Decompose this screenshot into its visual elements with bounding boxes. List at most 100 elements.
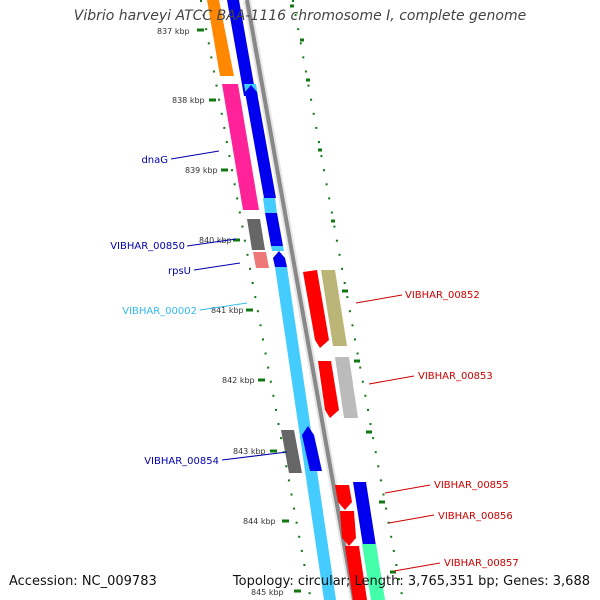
guide-dot (285, 465, 288, 468)
guide-dot (387, 521, 390, 524)
guide-dot (307, 84, 310, 87)
guide-dot (325, 183, 328, 186)
guide-dot (335, 239, 338, 242)
guide-dot (262, 338, 264, 341)
gene-red-VIBHAR_00856 (340, 511, 356, 546)
guide-dot (236, 197, 239, 200)
gene-red-VIBHAR_00855 (335, 485, 352, 510)
guide-dot (382, 493, 385, 496)
guide-dot (390, 535, 393, 538)
guide-dot (275, 408, 277, 411)
guide-dot (246, 253, 249, 256)
guide-dot (298, 535, 301, 538)
cds-track (227, 0, 336, 600)
guide-dot (364, 394, 367, 397)
guide-dot (306, 578, 308, 581)
gene-mint-VIBHAR_00857 (362, 544, 385, 600)
gene-track-right (303, 270, 385, 600)
gene-label: dnaG (141, 155, 168, 166)
guide-dot (341, 267, 344, 270)
guide-dot (392, 549, 395, 552)
guide-dot (310, 98, 313, 101)
gene-label: VIBHAR_00850 (110, 241, 185, 252)
guide-dot (243, 239, 246, 242)
guide-dot (238, 211, 241, 214)
ruler-label: 843 kbp (233, 447, 266, 456)
guide-dot (395, 564, 398, 566)
guide-dot (223, 126, 226, 129)
cds-blue-arrow-2 (265, 213, 283, 246)
guide-dot (385, 507, 388, 510)
gene-red-VIBHAR_00857 (345, 546, 367, 600)
guide-dot (277, 423, 280, 425)
guide-dot (361, 380, 364, 383)
guide-dot (205, 28, 208, 31)
guide-dot (254, 296, 257, 299)
gene-label: VIBHAR_00852 (405, 290, 480, 301)
gene-label: VIBHAR_00856 (438, 511, 513, 522)
guide-dot (256, 310, 259, 313)
guide-dot (367, 408, 369, 411)
cds-blue-segment-top (227, 0, 256, 96)
guide-dot (374, 451, 377, 454)
guide-dot (348, 310, 351, 313)
guide-dot (379, 479, 382, 482)
guide-dot (267, 366, 270, 369)
gene-label: rpsU (168, 266, 191, 277)
cds-blue-arrow-4 (302, 426, 322, 471)
cds-blue-segment-2 (245, 85, 276, 198)
guide-dot (338, 253, 341, 256)
gene-pink-dnaG (222, 84, 259, 210)
gene-red-VIBHAR_00853 (318, 361, 339, 418)
guide-dot (308, 592, 311, 595)
guide-dot (343, 282, 346, 284)
gene-red-VIBHAR_00852 (303, 270, 329, 348)
right-gene-labels: VIBHAR_00852 VIBHAR_00853 VIBHAR_00855 V… (355, 290, 519, 572)
gene-grey-VIBHAR_00854 (281, 430, 302, 473)
ruler-label: 837 kbp (157, 27, 190, 36)
gene-grey-VIBHAR_00850 (247, 219, 265, 250)
genome-summary-text: Topology: circular; Length: 3,765,351 bp… (232, 574, 590, 589)
guide-dot (292, 0, 294, 2)
cds-cyan-segment-1 (263, 198, 277, 213)
guide-dot (303, 564, 306, 566)
guide-dot (264, 352, 267, 355)
map-title: Vibrio harveyi ATCC BAA-1116 chromosome … (73, 8, 527, 24)
gene-khaki-VIBHAR_00852 (321, 270, 347, 346)
guide-dot (315, 126, 318, 129)
guide-dot (328, 197, 331, 200)
ruler-label: 842 kbp (222, 376, 255, 385)
guide-dot (231, 169, 233, 172)
guide-dot (207, 42, 210, 45)
guide-dot (333, 225, 336, 228)
gene-label: VIBHAR_00002 (122, 306, 197, 317)
guide-dot (323, 169, 325, 172)
guide-dot (249, 267, 252, 270)
ruler-label: 845 kbp (251, 588, 284, 597)
guide-dot (215, 84, 218, 87)
ruler-label: 838 kbp (172, 96, 205, 105)
gene-blue-VIBHAR_00856 (353, 482, 376, 546)
guide-dot (212, 70, 215, 73)
gene-label: VIBHAR_00853 (418, 371, 493, 382)
guide-dot (317, 141, 320, 143)
guide-dot (377, 465, 380, 468)
guide-dot (294, 14, 297, 17)
guide-dot (251, 282, 254, 284)
guide-dot (233, 183, 236, 186)
guide-dot (259, 324, 262, 327)
guide-dot (228, 155, 231, 158)
gene-label: VIBHAR_00854 (144, 456, 219, 467)
gene-track-left (207, 0, 302, 473)
gene-salmon-rpsU (253, 252, 269, 268)
dotted-guide-lines (200, 0, 403, 595)
genome-backbone (243, 0, 358, 600)
guide-dot (225, 141, 228, 143)
gene-label: VIBHAR_00855 (434, 480, 509, 491)
guide-dot (346, 296, 349, 299)
guide-dot (312, 112, 315, 115)
guide-dot (210, 56, 213, 59)
guide-dot (280, 437, 283, 440)
guide-dot (369, 423, 372, 425)
guide-dot (241, 225, 244, 228)
